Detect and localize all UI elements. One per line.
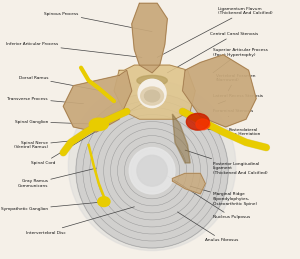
- Text: Intervertebral Disc: Intervertebral Disc: [26, 207, 134, 235]
- Circle shape: [138, 79, 166, 107]
- Text: Lateral Recess Stenosis: Lateral Recess Stenosis: [213, 94, 263, 104]
- Ellipse shape: [145, 90, 160, 102]
- Text: Spinal Nerve
(Ventral Ramus): Spinal Nerve (Ventral Ramus): [14, 140, 81, 149]
- Text: Sympathetic Ganglion: Sympathetic Ganglion: [1, 202, 106, 211]
- Text: Spinal Ganglion: Spinal Ganglion: [15, 120, 101, 124]
- Ellipse shape: [141, 87, 164, 105]
- Text: Nucleus Pulposus: Nucleus Pulposus: [167, 176, 250, 219]
- Polygon shape: [172, 173, 206, 194]
- Circle shape: [129, 148, 175, 194]
- Ellipse shape: [98, 197, 110, 206]
- Text: Marginal Ridge
(Spondylophytes,
Osteoarthritic Spine): Marginal Ridge (Spondylophytes, Osteoart…: [190, 186, 257, 206]
- Text: Foraminal Stenosis: Foraminal Stenosis: [213, 110, 253, 117]
- Text: Transverse Process: Transverse Process: [8, 97, 84, 104]
- Text: Gray Ramus
Communicans: Gray Ramus Communicans: [17, 168, 96, 188]
- Text: Anulus Fibrosus: Anulus Fibrosus: [178, 212, 239, 242]
- Polygon shape: [183, 55, 256, 127]
- Text: Superior Articular Process
(Facet Hypertrophy): Superior Articular Process (Facet Hypert…: [213, 48, 268, 73]
- Text: Spinous Process: Spinous Process: [44, 12, 152, 32]
- Text: Central Canal Stenosis: Central Canal Stenosis: [167, 32, 259, 73]
- Text: Posterior Longitudinal
Ligament
(Thickened And Calcified): Posterior Longitudinal Ligament (Thicken…: [185, 150, 268, 175]
- Text: Inferior Articular Process: Inferior Articular Process: [6, 42, 142, 57]
- Text: Ligamentum Flavum
(Thickened And Calcified): Ligamentum Flavum (Thickened And Calcifi…: [157, 7, 273, 57]
- Circle shape: [137, 155, 167, 186]
- Polygon shape: [63, 70, 132, 132]
- Polygon shape: [172, 114, 190, 163]
- Circle shape: [76, 93, 228, 248]
- Ellipse shape: [137, 75, 167, 86]
- Text: Vertebral Foramen
(Narrowed): Vertebral Foramen (Narrowed): [215, 74, 255, 91]
- Text: Spinal Cord: Spinal Cord: [31, 104, 142, 165]
- Ellipse shape: [196, 119, 210, 130]
- Ellipse shape: [186, 113, 209, 130]
- Text: Posterolateral
Disc Herniation: Posterolateral Disc Herniation: [208, 128, 261, 136]
- Text: Dorsal Ramus: Dorsal Ramus: [19, 76, 101, 91]
- Ellipse shape: [89, 118, 108, 131]
- Circle shape: [68, 81, 236, 250]
- Polygon shape: [132, 3, 167, 73]
- Polygon shape: [114, 65, 195, 119]
